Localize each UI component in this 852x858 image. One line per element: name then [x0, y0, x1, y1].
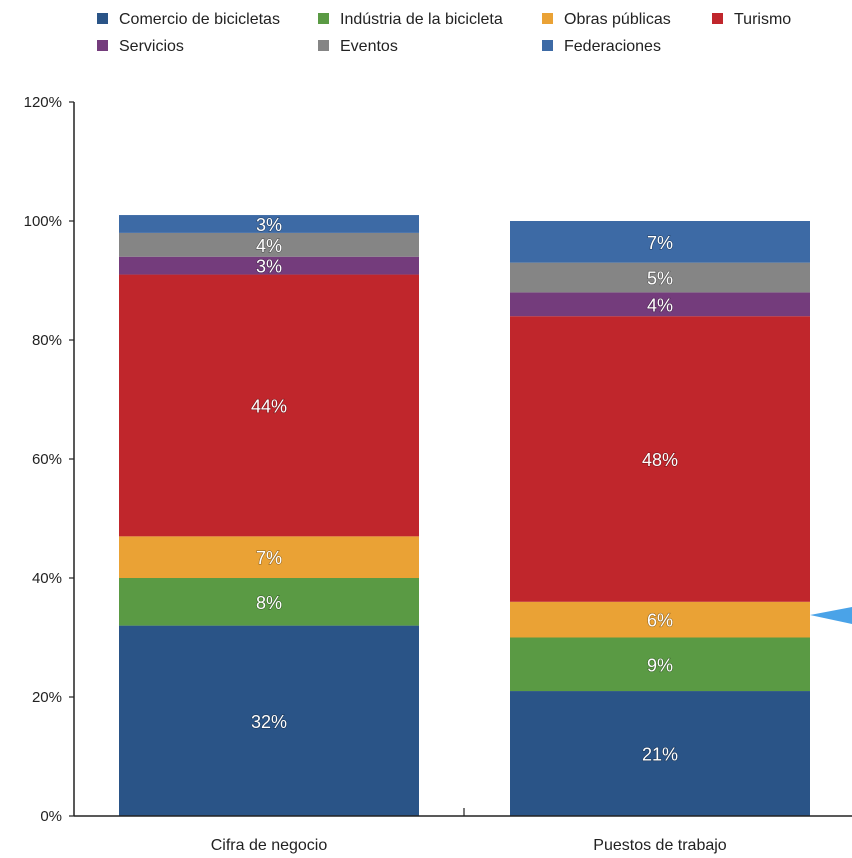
legend: Comercio de bicicletas Indústria de la bi…: [97, 11, 791, 55]
legend-swatch: [318, 13, 329, 24]
legend-swatch: [97, 40, 108, 51]
legend-swatch: [542, 13, 553, 24]
legend-label: Indústria de la bicicleta: [340, 11, 503, 28]
legend-swatch: [712, 13, 723, 24]
bar-stack: 32% 8% 7% 44% 3%4%3%: [119, 214, 419, 816]
legend-swatch: [97, 13, 108, 24]
annotation-arrow: [810, 607, 852, 624]
legend-label: Eventos: [340, 38, 398, 55]
bar-segment: [510, 262, 810, 293]
bar-segment: [510, 601, 810, 638]
data-label: 3%: [256, 215, 282, 235]
legend-item: Turismo: [712, 11, 791, 28]
data-label: 8%: [256, 593, 282, 613]
bar-segment: [119, 274, 419, 537]
data-label: 7%: [256, 548, 282, 568]
bar-segment: [119, 232, 419, 257]
data-label: 21%: [642, 745, 678, 765]
data-label: 9%: [647, 655, 673, 675]
data-label: 5%: [647, 269, 673, 289]
legend-item: Comercio de bicicletas: [97, 11, 280, 28]
x-axis: Cifra de negocio Puestos de trabajo: [74, 808, 852, 854]
y-axis: 0% 20% 40% 60% 80% 100% 120%: [24, 94, 75, 825]
annotation: [810, 607, 852, 624]
data-label: 7%: [647, 233, 673, 253]
legend-label: Federaciones: [564, 38, 661, 55]
legend-label: Servicios: [119, 38, 184, 55]
bar-segment: [119, 536, 419, 578]
legend-swatch: [318, 40, 329, 51]
y-tick-label: 80%: [32, 332, 62, 349]
y-tick-label: 60%: [32, 451, 62, 468]
legend-item: Federaciones: [542, 38, 661, 55]
bar-segment: [119, 578, 419, 626]
y-tick-label: 120%: [24, 94, 62, 111]
legend-swatch: [542, 40, 553, 51]
legend-item: Eventos: [318, 38, 398, 55]
data-label: 44%: [251, 396, 287, 416]
bar-segment: [510, 221, 810, 263]
bars: 32%8%7%44%3%4%3%21%9%6%48%4%5%7%: [119, 214, 810, 816]
y-tick-label: 0%: [40, 808, 62, 825]
bar-segment: [510, 292, 810, 317]
bar-segment: [510, 316, 810, 602]
bar-segment: [510, 691, 810, 816]
y-tick-label: 100%: [24, 213, 62, 230]
x-category-label: Puestos de trabajo: [593, 837, 727, 854]
data-label: 6%: [647, 611, 673, 631]
bar-segment: [510, 637, 810, 692]
bar-stack: 21% 9% 6% 48% 4% 5% 7%: [510, 221, 810, 816]
data-label: 4%: [256, 236, 282, 256]
bar-segment: [119, 625, 419, 816]
legend-label: Comercio de bicicletas: [119, 11, 280, 28]
bar-segment: [119, 215, 419, 233]
legend-item: Indústria de la bicicleta: [318, 11, 503, 28]
data-label: 3%: [256, 257, 282, 277]
bar-segment: [119, 256, 419, 275]
legend-item: Obras públicas: [542, 11, 671, 28]
x-category-label: Cifra de negocio: [211, 837, 328, 854]
legend-label: Turismo: [734, 11, 791, 28]
data-label: 48%: [642, 450, 678, 470]
data-label: 32%: [251, 712, 287, 732]
legend-item: Servicios: [97, 38, 184, 55]
y-tick-label: 20%: [32, 689, 62, 706]
y-tick-label: 40%: [32, 570, 62, 587]
data-label: 4%: [647, 295, 673, 315]
legend-label: Obras públicas: [564, 11, 671, 28]
